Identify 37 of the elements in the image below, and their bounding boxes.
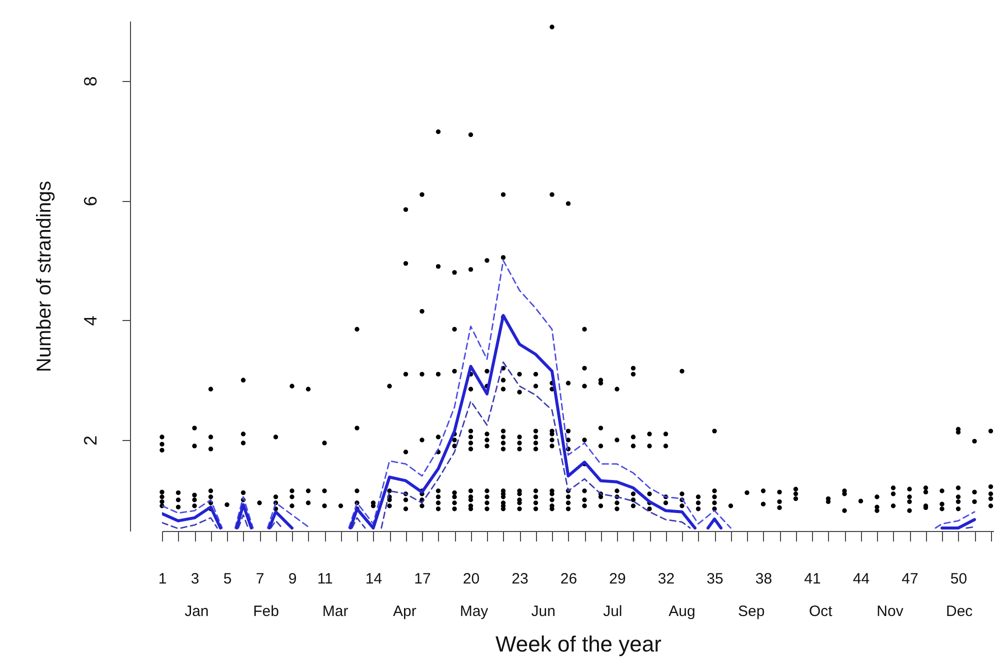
text: Nov: [876, 603, 904, 620]
text: Feb: [253, 603, 279, 620]
text: Aug: [668, 603, 696, 620]
x-tick-label: 20: [462, 570, 480, 588]
y-tick-label: 8: [80, 76, 100, 86]
text: Oct: [808, 603, 834, 620]
text: Mar: [322, 603, 348, 620]
text: Dec: [946, 603, 974, 620]
y-axis-title: Number of strandings: [34, 180, 56, 372]
y-tick-label: 4: [80, 316, 100, 326]
text: Sep: [738, 603, 765, 620]
x-tick-label: 14: [365, 570, 382, 588]
x-tick-label: 7: [256, 570, 264, 588]
x-tick-label: 3: [190, 570, 200, 588]
x-tick-label: 11: [317, 570, 333, 588]
x-tick-label: 9: [288, 570, 297, 588]
y-tick-label: 6: [80, 196, 100, 206]
x-tick-label: 5: [223, 570, 232, 588]
text: Apr: [392, 603, 416, 620]
x-tick-label: 23: [512, 570, 528, 588]
x-tick-label: 17: [414, 570, 431, 588]
text: Jan: [184, 603, 209, 620]
x-tick-label: 47: [902, 570, 918, 588]
text: Jun: [531, 603, 556, 620]
x-tick-label: 41: [804, 570, 821, 588]
x-tick-label: 38: [755, 570, 772, 588]
x-tick-label: 26: [560, 570, 578, 588]
x-tick-label: 1: [158, 570, 167, 588]
y-tick-label: 2: [80, 436, 100, 446]
x-tick-label: 35: [706, 570, 724, 588]
x-tick-label: 50: [950, 570, 968, 588]
x-axis-title: Week of the year: [496, 632, 662, 656]
x-tick-label: 44: [852, 570, 870, 588]
text: Jul: [603, 603, 622, 620]
text: May: [460, 603, 489, 620]
x-tick-label: 29: [609, 570, 626, 588]
x-tick-label: 32: [658, 570, 675, 588]
